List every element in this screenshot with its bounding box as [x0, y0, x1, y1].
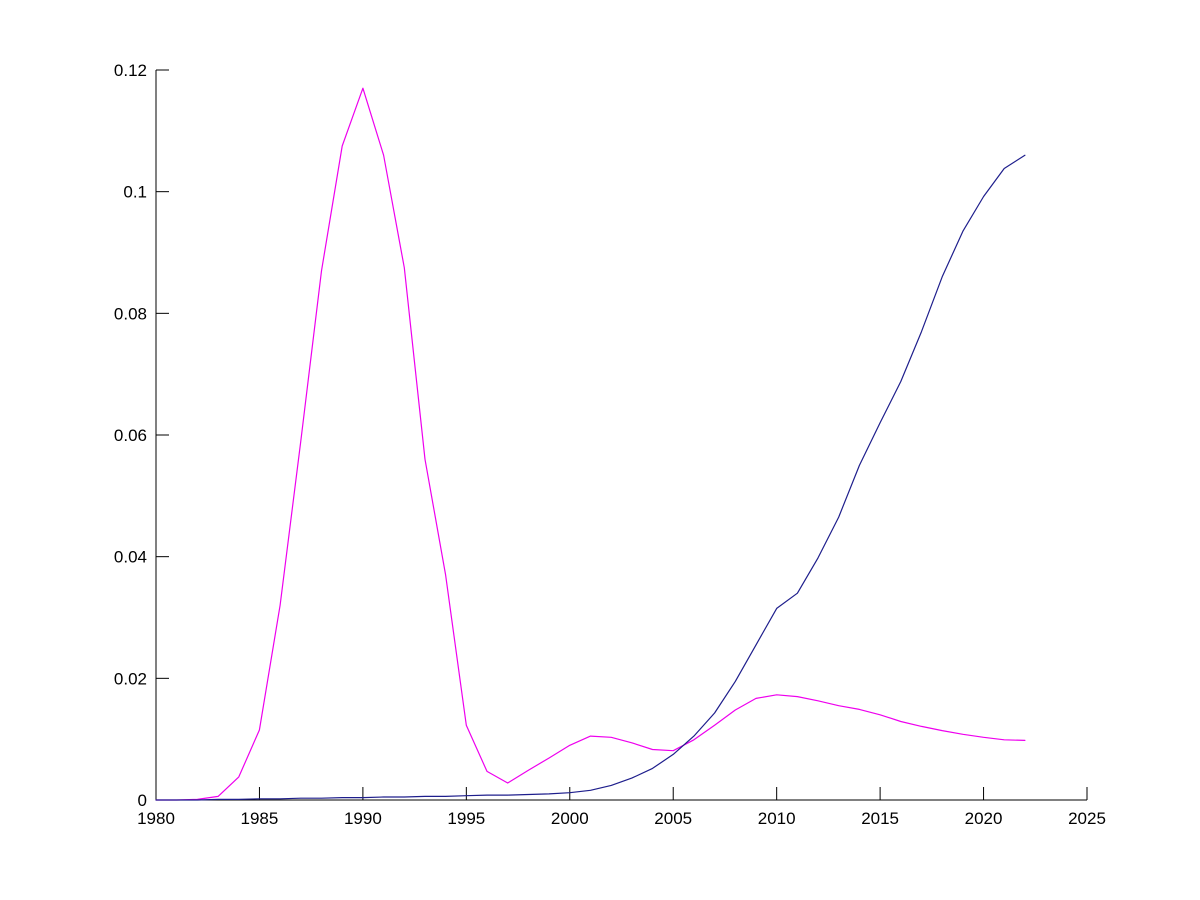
x-tick-label: 1990 [344, 809, 382, 828]
x-tick-label: 2000 [551, 809, 589, 828]
navy-series-line [155, 154, 1026, 801]
x-tick-label: 2020 [965, 809, 1003, 828]
y-tick-label: 0.08 [114, 304, 147, 323]
x-tick-label: 2015 [861, 809, 899, 828]
y-tick-label: 0.02 [114, 669, 147, 688]
x-tick-label: 2025 [1068, 809, 1106, 828]
y-tick-label: 0.12 [114, 61, 147, 80]
y-tick-label: 0.06 [114, 426, 147, 445]
y-tick-label: 0 [138, 791, 147, 810]
x-tick-label: 1985 [241, 809, 279, 828]
x-tick-label: 1980 [137, 809, 175, 828]
y-tick-label: 0.04 [114, 548, 147, 567]
magenta-series-line [155, 87, 1026, 801]
y-tick-label: 0.1 [123, 183, 147, 202]
x-tick-label: 1995 [447, 809, 485, 828]
x-tick-label: 2010 [758, 809, 796, 828]
x-tick-label: 2005 [654, 809, 692, 828]
